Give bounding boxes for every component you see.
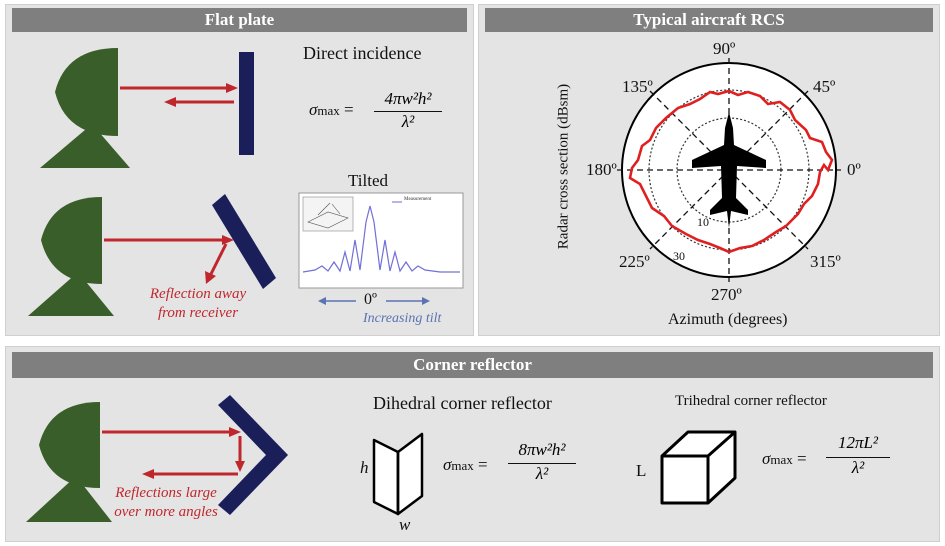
tilt-direction-arrows — [318, 297, 430, 305]
sigma-subscript: max — [770, 452, 793, 467]
flat-plate-formula-lhs: σmax = — [309, 100, 354, 120]
rcs-angle-90: 90º — [713, 39, 736, 58]
measurement-legend: Measurement — [404, 197, 432, 202]
trihedral-L-label: L — [636, 461, 647, 480]
reflected-arrow — [164, 97, 234, 107]
increasing-tilt-label: Increasing tilt — [363, 311, 442, 326]
rcs-ring-label-30: 30 — [673, 249, 685, 263]
sigma-symbol: σ — [309, 100, 318, 119]
flat-plate-formula-numerator: 4πw²h² — [384, 89, 432, 108]
trihedral-title: Trihedral corner reflector — [675, 393, 827, 409]
reflections-large-label: Reflections large over more angles — [92, 484, 240, 522]
tilted-label: Tilted — [348, 171, 389, 190]
incident-arrow — [120, 83, 238, 93]
flat-plate-fraction-line — [374, 111, 442, 112]
flat-plate-shape — [239, 52, 254, 155]
rcs-trace — [628, 89, 834, 254]
dihedral-formula-denominator: λ² — [535, 464, 549, 483]
corner-reflector-title: Corner reflector — [12, 352, 933, 378]
rcs-angle-225: 225º — [619, 252, 650, 271]
radar-antenna-icon — [28, 197, 114, 316]
reflection-away-label: Reflection away from receiver — [130, 285, 266, 323]
sigma-subscript: max — [317, 103, 340, 118]
flat-plate-title: Flat plate — [12, 8, 467, 32]
dihedral-formula-numerator: 8πw²h² — [518, 440, 566, 459]
reflections-large-line2: over more angles — [114, 504, 218, 520]
sigma-symbol: σ — [762, 449, 771, 468]
rcs-title: Typical aircraft RCS — [485, 8, 933, 32]
aircraft-silhouette-icon — [692, 112, 766, 228]
dihedral-icon — [372, 432, 424, 516]
reflection-away-line2: from receiver — [157, 305, 239, 321]
trihedral-fraction-line — [826, 457, 890, 458]
dihedral-formula-lhs: σmax = — [443, 455, 488, 475]
radar-antenna-icon — [40, 48, 130, 168]
corner-reflector-panel — [5, 346, 940, 542]
incident-arrow — [104, 235, 234, 245]
equals-sign: = — [344, 100, 354, 119]
sigma-symbol: σ — [443, 455, 452, 474]
trihedral-formula-numerator: 12πL² — [837, 433, 879, 452]
flat-plate-formula-denominator: λ² — [401, 112, 415, 131]
direct-incidence-label: Direct incidence — [303, 43, 422, 63]
reflection-away-arrow — [205, 243, 228, 284]
dihedral-title: Dihedral corner reflector — [373, 393, 552, 413]
dihedral-reflector-shape — [218, 395, 288, 515]
radar-antenna-icon — [26, 402, 112, 522]
equals-sign: = — [478, 455, 488, 474]
trihedral-formula-lhs: σmax = — [762, 449, 807, 469]
reflection-away-line1: Reflection away — [149, 286, 247, 302]
dihedral-w-label: w — [399, 515, 411, 534]
tilt-measurement-plot — [298, 192, 464, 289]
dihedral-h-label: h — [360, 458, 369, 477]
sigma-subscript: max — [451, 458, 474, 473]
trihedral-formula-denominator: λ² — [851, 458, 865, 477]
corner-arrows — [102, 427, 245, 479]
rcs-angle-135: 135º — [622, 77, 653, 96]
reflections-large-line1: Reflections large — [115, 485, 217, 501]
tilted-plate-shape — [212, 194, 276, 289]
rcs-angle-180: 180º — [586, 160, 617, 179]
zero-degree-label: 0º — [364, 291, 377, 308]
rcs-ring-label-10: 10 — [697, 215, 709, 229]
dihedral-fraction-line — [508, 463, 576, 464]
trihedral-icon — [660, 430, 737, 505]
rcs-angle-315: 315º — [810, 252, 841, 271]
rcs-angle-0: 0º — [847, 160, 861, 179]
rcs-angle-270: 270º — [711, 285, 742, 304]
equals-sign: = — [797, 449, 807, 468]
rcs-angle-45: 45º — [813, 77, 836, 96]
rcs-x-axis-label: Azimuth (degrees) — [668, 311, 788, 328]
